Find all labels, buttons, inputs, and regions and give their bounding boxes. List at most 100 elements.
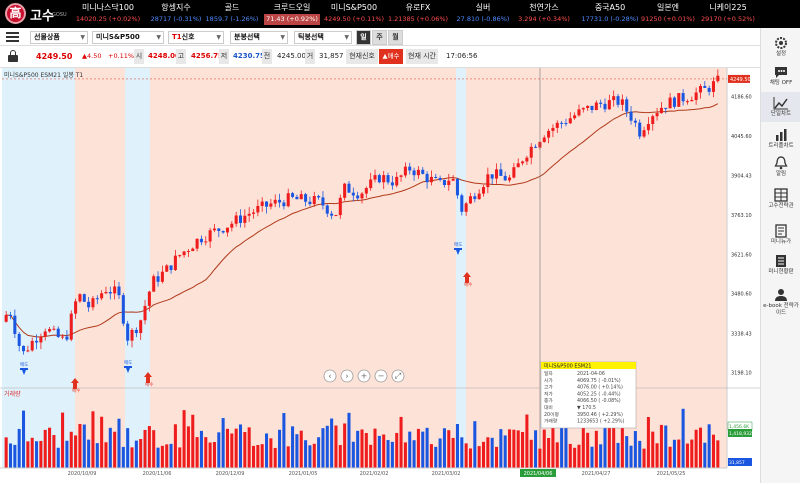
- ticker-item[interactable]: 크루드오일 71.43 (+0.92%): [257, 2, 327, 25]
- candle: [503, 175, 507, 181]
- period-day-button[interactable]: 일: [356, 30, 371, 45]
- candle: [369, 179, 373, 189]
- nav-button-circle: [323, 369, 337, 383]
- ticker-value: 17731.0 (-0.28%): [581, 15, 639, 23]
- sidebar-item-chat[interactable]: 채팅 OFF: [761, 61, 800, 87]
- sidebar-item-book[interactable]: e-book 전략가이드: [761, 284, 800, 316]
- candle: [521, 161, 525, 164]
- volume-bar: [672, 439, 676, 468]
- volume-bar: [416, 428, 420, 468]
- candle: [217, 228, 221, 231]
- sidebar-item-label: 고수전략관: [768, 203, 794, 209]
- ticker-name: 실버: [475, 3, 491, 12]
- pan-left-button[interactable]: ‹: [323, 369, 337, 383]
- volume-badge: [728, 429, 752, 437]
- volume-bar: [668, 446, 672, 468]
- volume-bar: [429, 444, 433, 468]
- candle: [694, 92, 698, 101]
- ticker-item[interactable]: 니케이225 29170 (+0.52%): [693, 2, 763, 25]
- lock-icon[interactable]: [8, 50, 18, 63]
- ticker-item[interactable]: 골드 1859.7 (-1.26%): [197, 2, 267, 25]
- chart-canvas[interactable]: 4186.60 4045.60 3904.43 3763.10 3621.60 3480.…: [0, 68, 760, 483]
- candle: [35, 340, 39, 343]
- volume-bar: [243, 432, 247, 468]
- ticker-item[interactable]: 실버 27.810 (-0.86%): [448, 2, 518, 25]
- product-select[interactable]: 선물상품 ▼: [30, 31, 88, 44]
- candle: [442, 179, 446, 186]
- volume-bar: [334, 425, 338, 468]
- line-chart-icon: [761, 96, 800, 110]
- candle: [134, 329, 138, 334]
- nav-button-circle: [340, 369, 354, 383]
- ticker-item[interactable]: 미니나스닥100 14020.25 (+0.02%): [73, 2, 143, 25]
- price-chart[interactable]: 4186.60 4045.60 3904.43 3763.10 3621.60 3480.…: [0, 68, 760, 483]
- x-highlight-badge: [520, 469, 556, 477]
- sidebar-item-list[interactable]: 미니현황판: [761, 250, 800, 276]
- volume-bar: [360, 429, 364, 468]
- info-box-value: 4069.75 ( -0.01%): [577, 378, 621, 384]
- volume-bar: [612, 425, 616, 468]
- signal-select[interactable]: T1신호 ▼: [168, 31, 224, 44]
- volume-bar: [160, 445, 164, 468]
- pan-right-button[interactable]: ›: [340, 369, 354, 383]
- volume-bar: [13, 444, 17, 468]
- sidebar-item-bar-chart[interactable]: 트리플차트: [761, 124, 800, 150]
- candle: [160, 271, 164, 282]
- sidebar-item-document[interactable]: 미니뉴가: [761, 220, 800, 246]
- prev-label: 전: [262, 49, 272, 64]
- candle: [343, 183, 347, 198]
- low-label: 저: [219, 49, 229, 64]
- y-tick-label: 3198.10: [731, 371, 752, 377]
- sidebar-item-gear[interactable]: 설정: [761, 32, 800, 58]
- tick-select-label: 틱봉선택: [298, 33, 324, 41]
- ticker-item[interactable]: 미니S&P500 4249.50 (+0.11%): [319, 2, 389, 25]
- ticker-item[interactable]: 중국A50 17731.0 (-0.28%): [575, 2, 645, 25]
- ticker-item[interactable]: 항셍지수 28717 (-0.31%): [141, 2, 211, 25]
- candle: [230, 223, 234, 228]
- candle: [238, 215, 243, 223]
- signal-sell-marker: 매도: [124, 359, 132, 373]
- volume-bar: [312, 443, 316, 468]
- interval-select[interactable]: 분봉선택 ▼: [230, 31, 288, 44]
- volume-bar: [655, 443, 659, 468]
- volume-bar: [399, 416, 403, 468]
- volume-bar: [521, 432, 525, 468]
- tick-select[interactable]: 틱봉선택 ▼: [294, 31, 352, 44]
- reset-zoom-button[interactable]: ⤢: [391, 369, 405, 383]
- candle: [698, 86, 702, 93]
- ticker-item[interactable]: 일본엔 91250 (+0.01%): [633, 2, 703, 25]
- period-week-button[interactable]: 주: [372, 30, 387, 45]
- y-tick-label: 3763.10: [731, 213, 752, 219]
- period-month-button[interactable]: 월: [388, 30, 403, 45]
- ticker-item[interactable]: 유로FX 1.21385 (+0.06%): [383, 2, 453, 25]
- candle: [243, 215, 247, 223]
- menu-icon[interactable]: [6, 32, 19, 42]
- volume-bar: [499, 429, 503, 468]
- sidebar-item-line-chart[interactable]: 단일차트: [761, 92, 800, 122]
- candle: [78, 294, 82, 302]
- volume-bar: [126, 428, 130, 468]
- candle: [173, 255, 177, 270]
- sidebar-item-grid[interactable]: 고수전략관: [761, 184, 800, 210]
- zoom-out-button[interactable]: −: [374, 369, 388, 383]
- volume-bar: [681, 408, 685, 468]
- candle: [334, 215, 338, 217]
- volume-bar: [421, 431, 425, 468]
- volume-bar: [295, 434, 299, 468]
- volume-bar: [633, 431, 637, 468]
- sidebar-item-label: 트리플차트: [768, 143, 794, 149]
- volume-bar: [100, 416, 104, 468]
- candle: [278, 199, 282, 203]
- app-logo[interactable]: 高 고수 GOSU: [2, 2, 72, 26]
- volume-bar: [26, 441, 30, 468]
- zoom-in-button[interactable]: +: [357, 369, 371, 383]
- sidebar-item-bell[interactable]: 알림: [761, 152, 800, 178]
- candle: [477, 193, 481, 200]
- candle: [91, 298, 95, 308]
- volume-bar: [325, 425, 329, 468]
- candle: [690, 100, 694, 102]
- symbol-select[interactable]: 미니S&P500 ▼: [92, 31, 164, 44]
- ticker-item[interactable]: 천연가스 3.294 (+0.34%): [509, 2, 579, 25]
- volume-bar: [178, 447, 182, 468]
